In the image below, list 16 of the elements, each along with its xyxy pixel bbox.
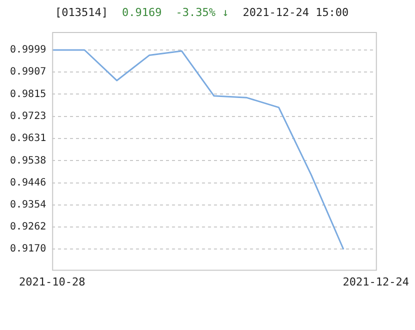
y-tick-label: 0.9631 bbox=[10, 133, 46, 144]
y-tick-label: 0.9815 bbox=[10, 88, 46, 100]
y-tick-label: 0.9354 bbox=[10, 200, 46, 211]
y-tick-label: 0.9170 bbox=[10, 244, 46, 255]
y-tick-label: 0.9723 bbox=[10, 110, 46, 122]
y-tick-label: 0.9538 bbox=[10, 155, 46, 166]
text: 0.9169 bbox=[122, 6, 162, 19]
y-tick-label: 0.9907 bbox=[10, 66, 46, 78]
y-tick-label: 0.9999 bbox=[10, 44, 46, 56]
text: -3.35% ↓ bbox=[176, 6, 229, 19]
chart-title: [013514] bbox=[55, 6, 108, 19]
y-tick-label: 0.9446 bbox=[10, 177, 46, 188]
y-tick-label: 0.9262 bbox=[10, 222, 46, 233]
text: 2021-12-24 15:00 bbox=[242, 6, 349, 19]
x-tick-label: 2021-10-28 bbox=[19, 275, 86, 288]
x-tick-label: 2021-12-24 bbox=[342, 275, 410, 288]
